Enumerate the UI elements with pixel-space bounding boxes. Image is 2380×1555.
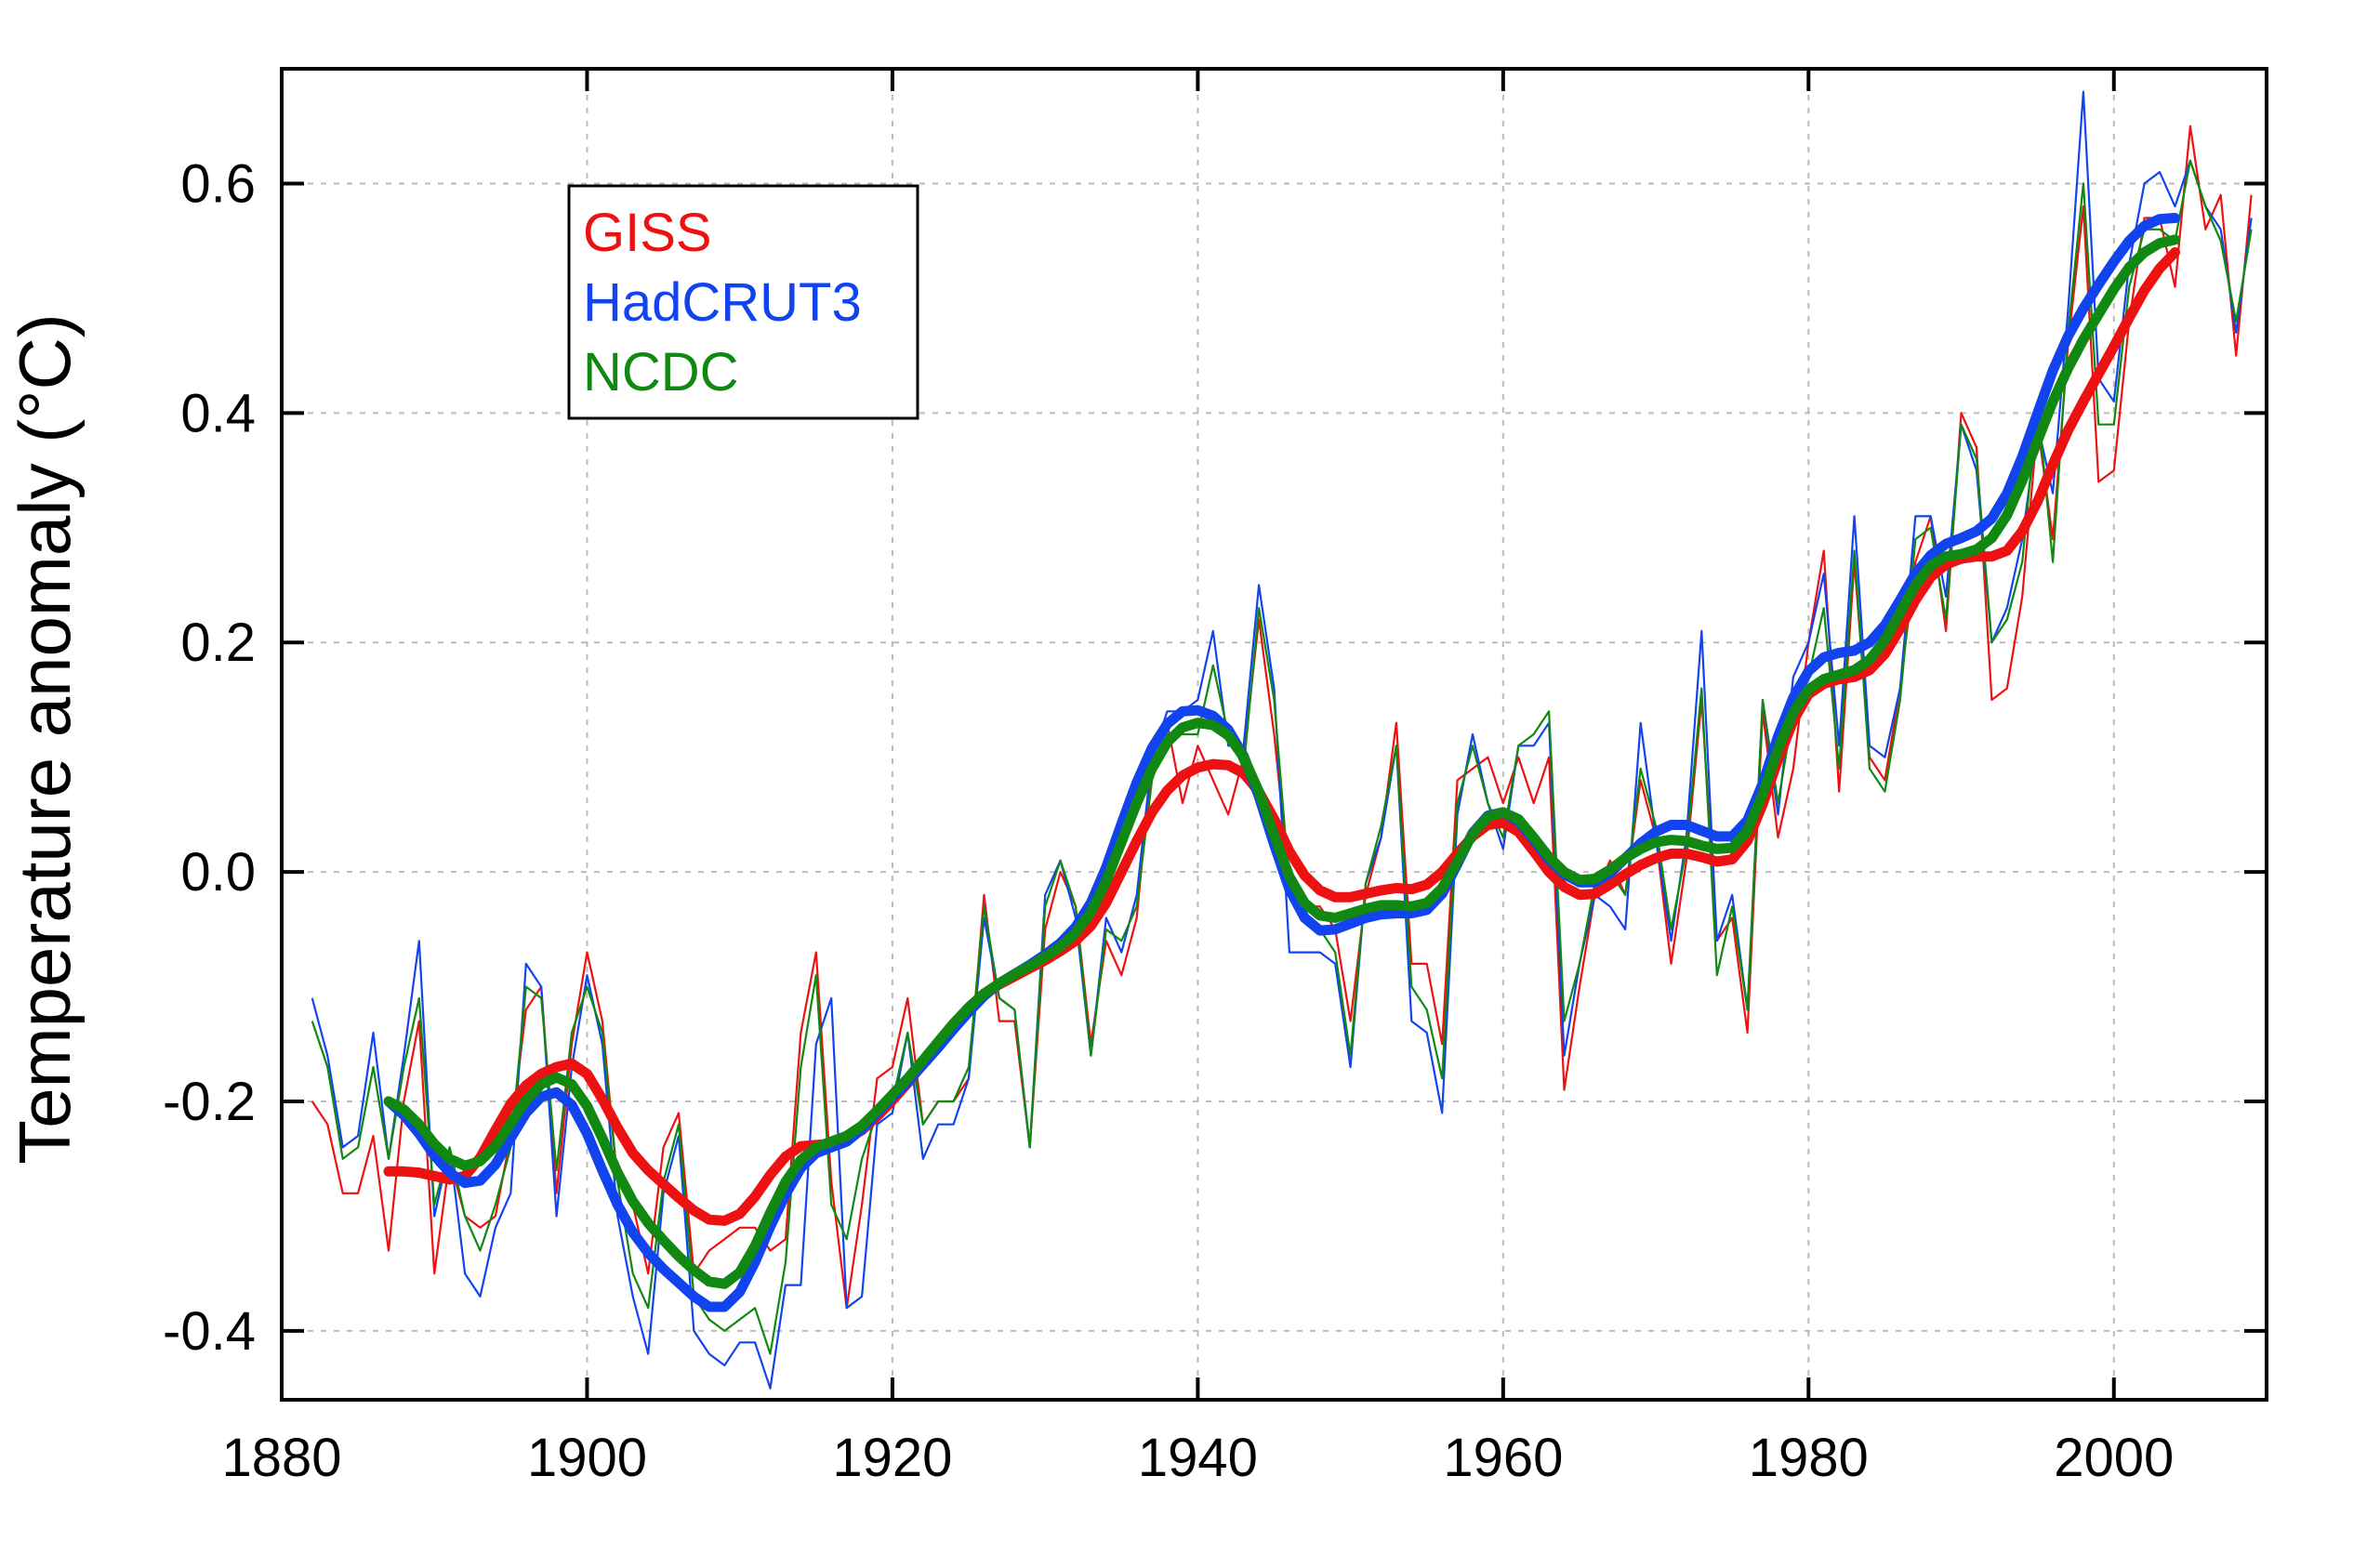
legend-entry-giss: GISS xyxy=(583,203,712,263)
legend: GISS HadCRUT3 NCDC xyxy=(567,184,919,420)
x-tick-label: 1960 xyxy=(1443,1428,1563,1488)
x-tick-label: 1980 xyxy=(1749,1428,1869,1488)
axis-tick-labels: 1880 1900 1920 1940 1960 1980 2000 -0.4 -0.2 0.0 0… xyxy=(163,153,2174,1488)
y-tick-label: -0.2 xyxy=(163,1072,256,1132)
annual-line-hadcrut3 xyxy=(311,90,2253,1390)
smoothed-line-ncdc xyxy=(383,234,2180,1289)
axis-ticks xyxy=(280,69,2267,1400)
x-tick-label: 1940 xyxy=(1138,1428,1258,1488)
y-tick-label: -0.4 xyxy=(163,1301,256,1362)
y-tick-label: 0.4 xyxy=(180,383,256,443)
legend-entry-ncdc: NCDC xyxy=(583,342,739,402)
x-tick-label: 1900 xyxy=(527,1428,647,1488)
smoothed-line-giss xyxy=(383,247,2180,1226)
legend-box xyxy=(567,184,919,420)
annual-line-ncdc xyxy=(311,159,2253,1355)
plot-frame xyxy=(280,67,2268,1402)
x-tick-label: 1920 xyxy=(832,1428,952,1488)
y-tick-label: 0.6 xyxy=(180,153,256,214)
x-tick-label: 2000 xyxy=(2054,1428,2174,1488)
y-tick-label: 0.0 xyxy=(180,842,256,903)
smoothed-series-lines xyxy=(383,213,2180,1312)
annual-series-lines xyxy=(311,90,2253,1390)
y-axis-label: Temperature anomaly (°C) xyxy=(4,313,86,1165)
x-tick-label: 1880 xyxy=(221,1428,341,1488)
legend-entry-hadcrut3: HadCRUT3 xyxy=(583,272,862,333)
y-tick-label: 0.2 xyxy=(180,613,256,673)
